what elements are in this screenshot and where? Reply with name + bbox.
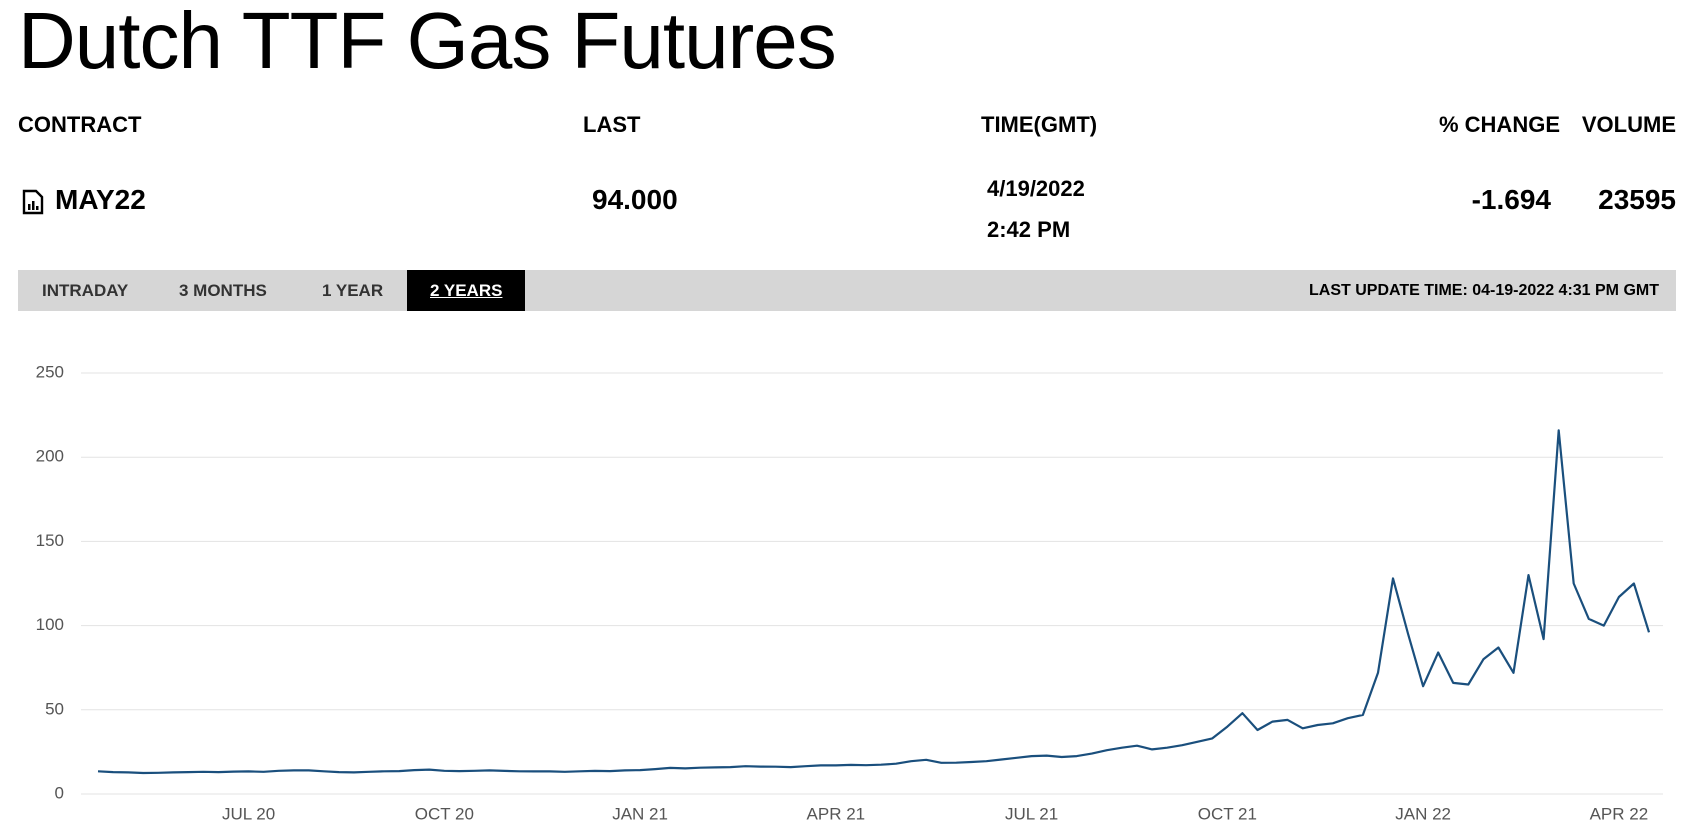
column-header: CONTRACT	[18, 112, 142, 137]
x-tick-label: JAN 21	[612, 804, 668, 823]
x-tick-label: OCT 20	[415, 804, 474, 823]
column-header: % CHANGE	[1438, 112, 1560, 137]
price-line	[97, 429, 1651, 775]
contract: MAY22	[55, 184, 146, 215]
column-header: LAST	[583, 112, 641, 137]
y-tick-label: 0	[55, 783, 64, 802]
volume: 23595	[1598, 184, 1676, 215]
tab-bar: LAST UPDATE TIME: 04-19-2022 4:31 PM GMT…	[18, 270, 1676, 311]
y-tick-label: 100	[36, 615, 64, 634]
y-tick-label: 50	[45, 699, 64, 718]
range-tab[interactable]: 2 YEARS	[407, 270, 526, 311]
x-tick-label: JUL 21	[1005, 804, 1058, 823]
y-tick-label: 250	[36, 362, 64, 381]
column-header: TIME(GMT)	[981, 112, 1098, 137]
y-tick-label: 200	[36, 447, 64, 466]
x-tick-label: JUL 20	[222, 804, 275, 823]
column-header: VOLUME	[1581, 112, 1676, 137]
x-tick-label: OCT 21	[1198, 804, 1257, 823]
range-tab[interactable]: 1 YEAR	[322, 281, 384, 300]
x-tick-label: APR 21	[807, 804, 866, 823]
range-tab[interactable]: 3 MONTHS	[179, 281, 267, 300]
range-tab[interactable]: INTRADAY	[42, 281, 129, 300]
trade-time: 2:42 PM	[987, 217, 1071, 242]
x-tick-label: JAN 22	[1395, 804, 1451, 823]
trade-date: 4/19/2022	[987, 176, 1085, 201]
x-tick-label: APR 22	[1590, 804, 1649, 823]
page-title: Dutch TTF Gas Futures	[18, 0, 837, 85]
last-update: LAST UPDATE TIME: 04-19-2022 4:31 PM GMT	[1309, 282, 1659, 299]
y-tick-label: 150	[36, 531, 64, 550]
last-price: 94.000	[592, 184, 678, 215]
percent-change: -1.694	[1471, 184, 1551, 215]
contract-icon	[22, 189, 44, 215]
